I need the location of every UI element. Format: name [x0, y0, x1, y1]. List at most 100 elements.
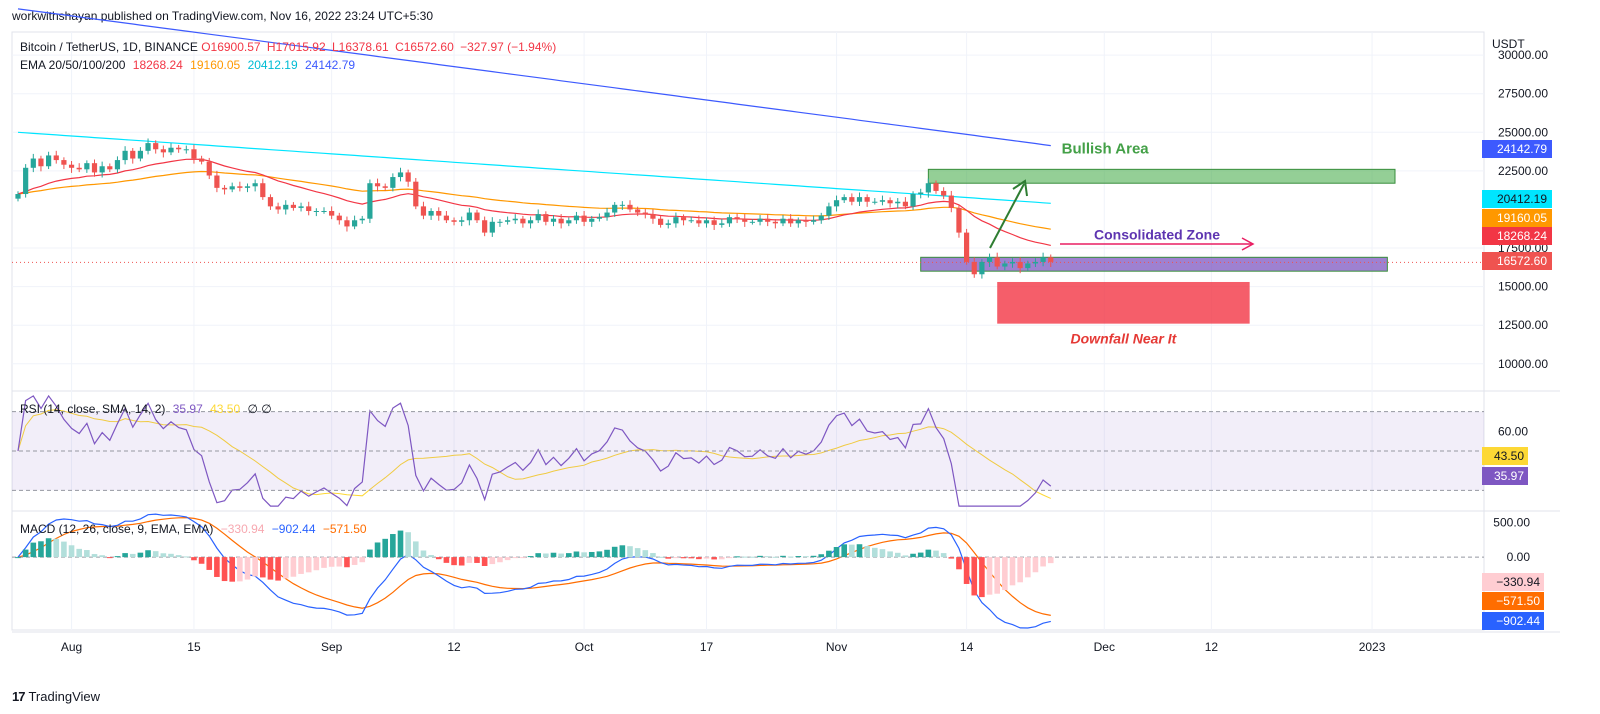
macd-signal-tag-label: −571.50 — [1496, 594, 1540, 608]
candle-body — [443, 215, 449, 221]
macd-histogram-bar — [45, 538, 52, 558]
ohlc-high: H17015.92 — [266, 40, 326, 54]
rsi-tag — [1482, 467, 1528, 485]
time-tick-label: 2023 — [1359, 640, 1386, 654]
downfall-label: Downfall Near It — [1071, 331, 1178, 347]
candle-body — [260, 183, 266, 198]
ema20-line — [17, 158, 1051, 246]
candle-body — [183, 149, 189, 151]
candle-body — [267, 197, 274, 207]
rsi-legend[interactable]: RSI (14, close, SMA, 14, 2) 35.97 43.50 … — [20, 402, 272, 416]
candle-body — [1048, 257, 1054, 262]
candle-body — [979, 261, 985, 275]
macd-histogram-bar — [489, 557, 496, 565]
macd-histogram-bar — [68, 545, 75, 558]
macd-histogram-bar — [351, 557, 358, 565]
macd-histogram-bar — [826, 550, 832, 558]
candle-body — [895, 201, 901, 204]
macd-histogram-bar — [971, 557, 978, 596]
candle-body — [68, 164, 75, 168]
macd-histogram-bar — [527, 556, 534, 558]
candle-body — [543, 214, 549, 222]
candle-body — [879, 200, 886, 202]
candle-body — [38, 158, 44, 167]
macd-histogram-bar — [956, 557, 962, 570]
macd-histogram-bar — [413, 541, 419, 558]
candle-body — [474, 212, 480, 221]
candle-body — [107, 166, 113, 170]
macd-line — [17, 513, 1051, 629]
macd-histogram-bar — [321, 557, 327, 568]
macd-histogram-bar — [680, 557, 687, 559]
macd-histogram-bar — [611, 546, 618, 558]
ema50-price-tag-label: 19160.05 — [1497, 211, 1547, 225]
macd-histogram-bar — [61, 541, 67, 558]
macd-tick-label: 500.00 — [1493, 515, 1530, 529]
candle-body — [1017, 261, 1023, 269]
macd-histogram-bar — [627, 546, 633, 558]
candle-body — [650, 214, 656, 219]
symbol-legend[interactable]: Bitcoin / TetherUS, 1D, BINANCE O16900.5… — [20, 40, 556, 54]
candle-body — [818, 215, 824, 221]
ema100-price-tag-label: 20412.19 — [1497, 192, 1547, 206]
tradingview-logo[interactable]: 17 TradingView — [12, 689, 100, 704]
macd-histogram-bar — [818, 554, 825, 558]
candle-body — [84, 163, 90, 170]
candle-body — [153, 143, 159, 150]
candle-body — [986, 257, 993, 262]
rsi-ma-value: 43.50 — [210, 402, 241, 416]
consolidated-zone — [920, 256, 1388, 272]
candle-body — [711, 220, 717, 225]
macd-histogram-bar — [474, 557, 480, 563]
candle-body — [451, 220, 457, 222]
candle-body — [505, 220, 511, 222]
price-tick-label: 15000.00 — [1498, 280, 1548, 294]
time-tick-label: 12 — [1205, 640, 1219, 654]
macd-histogram-bar — [963, 557, 970, 584]
macd-hist-tag-label: −330.94 — [1496, 575, 1540, 589]
candle-body — [428, 211, 434, 216]
macd-legend[interactable]: MACD (12, 26, close, 9, EMA, EMA) −330.9… — [20, 522, 367, 536]
macd-histogram-bar — [451, 557, 457, 566]
candle-body — [191, 149, 197, 159]
macd-histogram-bar — [305, 557, 312, 573]
candle-body — [512, 218, 518, 221]
macd-histogram-bar — [1047, 557, 1054, 564]
candle-body — [168, 147, 174, 153]
macd-histogram-bar — [948, 557, 955, 559]
rsi-panel — [12, 411, 1484, 491]
macd-histogram-bar — [38, 541, 44, 558]
rsi-line — [17, 394, 1052, 507]
macd-histogram-bar — [856, 544, 863, 558]
candle-body — [298, 206, 304, 208]
candle-body — [199, 158, 205, 162]
indicator-lines — [12, 8, 1484, 629]
candle-body — [76, 167, 82, 170]
bullish-arrow — [989, 183, 1025, 249]
candle-body — [99, 166, 105, 173]
candle-body — [658, 218, 664, 225]
macd-histogram-bar — [290, 557, 297, 577]
macd-histogram-bar — [428, 555, 434, 558]
symbol-name: Bitcoin / TetherUS, 1D, BINANCE — [20, 40, 198, 54]
candle-body — [405, 172, 411, 182]
downfall-zone — [997, 281, 1250, 324]
macd-histogram-bar — [252, 557, 258, 577]
candle-body — [964, 232, 970, 262]
candle-body — [145, 143, 151, 151]
candle-body — [765, 218, 771, 222]
candle-body — [596, 217, 602, 219]
macd-histogram-bar — [910, 553, 916, 558]
ema20-price-tag — [1482, 227, 1552, 245]
macd-histogram-bar — [214, 557, 220, 577]
ema-legend[interactable]: EMA 20/50/100/200 18268.24 19160.05 2041… — [20, 58, 355, 72]
macd-histogram-bar — [1017, 557, 1023, 583]
macd-histogram-bar — [1002, 557, 1008, 591]
macd-histogram-bar — [665, 557, 672, 559]
candle-body — [367, 183, 373, 219]
candle-body — [887, 200, 893, 204]
time-tick-label: Dec — [1094, 640, 1115, 654]
ohlc-change: −327.97 (−1.94%) — [460, 40, 557, 54]
candle-body — [780, 218, 786, 224]
